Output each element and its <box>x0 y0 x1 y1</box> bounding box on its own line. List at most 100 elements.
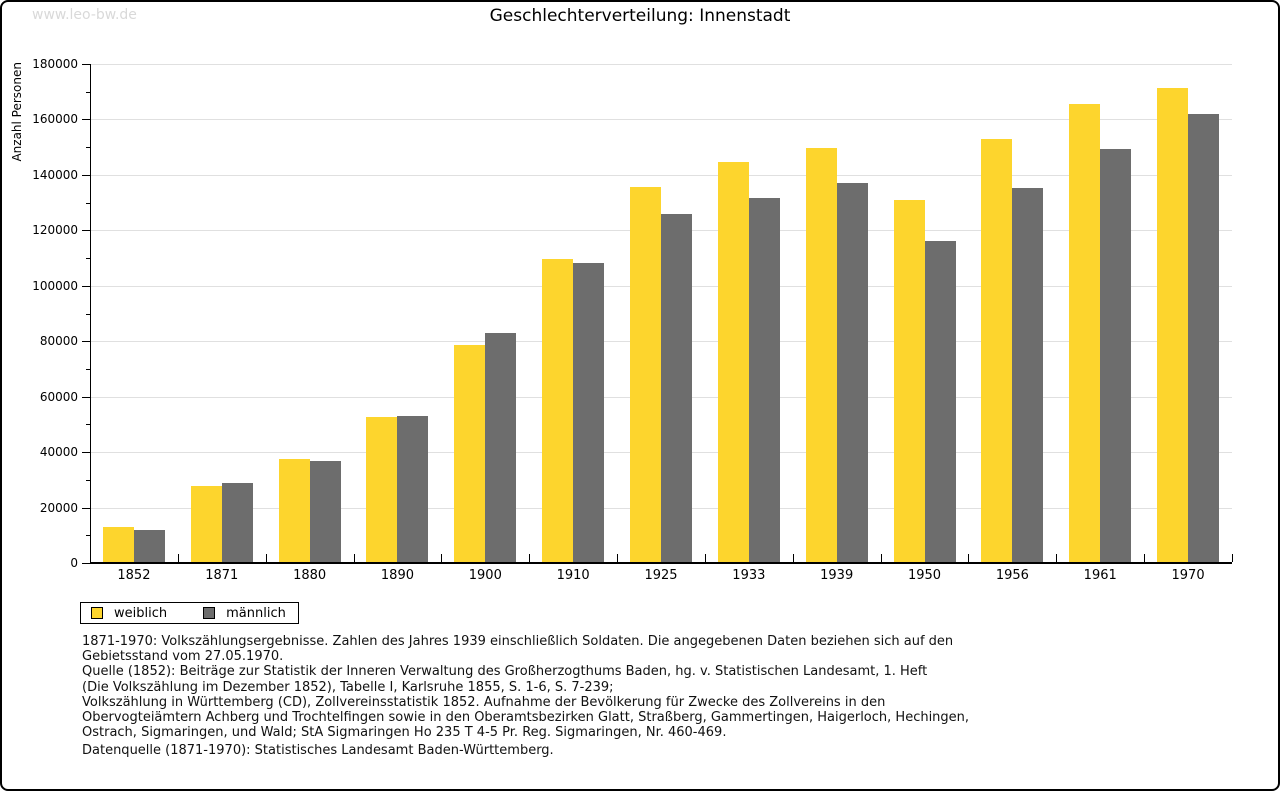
y-tick-label: 160000 <box>32 112 78 127</box>
x-axis-tick <box>1144 554 1146 562</box>
x-tick-label: 1939 <box>820 568 854 583</box>
legend-label-weiblich: weiblich <box>114 605 168 621</box>
y-gridline <box>90 64 1232 65</box>
bar-maennlich-1950 <box>924 241 956 563</box>
y-axis-tick <box>86 202 90 204</box>
x-tick-label: 1871 <box>205 568 239 583</box>
x-axis-tick <box>353 554 355 562</box>
y-tick-label: 140000 <box>32 167 78 182</box>
y-axis-tick <box>86 535 90 537</box>
bar-weiblich-1933 <box>717 162 749 563</box>
bar-weiblich-1880 <box>278 459 310 563</box>
x-axis-tick <box>441 554 443 562</box>
bar-maennlich-1910 <box>573 263 605 563</box>
y-tick-label: 20000 <box>39 500 78 515</box>
x-axis-line <box>90 562 1232 564</box>
bar-weiblich-1852 <box>102 527 134 563</box>
x-tick-label: 1950 <box>907 568 942 583</box>
x-tick-label: 1925 <box>644 568 678 583</box>
x-axis-tick <box>792 554 794 562</box>
source-note-line: (Die Volkszählung im Dezember 1852), Tab… <box>82 679 614 695</box>
chart-title: Geschlechterverteilung: Innenstadt <box>489 6 791 26</box>
x-axis-tick <box>265 554 267 562</box>
y-axis-tick <box>82 285 90 287</box>
bar-weiblich-1961 <box>1069 103 1101 563</box>
y-axis-tick <box>82 396 90 398</box>
y-axis-tick <box>82 507 90 509</box>
bar-maennlich-1890 <box>397 415 429 563</box>
bar-maennlich-1925 <box>661 213 692 563</box>
y-tick-label: 40000 <box>39 445 78 460</box>
y-axis-line <box>90 64 91 563</box>
y-axis-tick <box>86 147 90 149</box>
x-tick-label: 1933 <box>732 568 766 583</box>
weiblich-swatch-icon <box>91 607 103 619</box>
bar-chart-plot-area: 1852 1871 1880 1890 1900 1910 1925 1933 1939 1950… <box>2 2 1278 602</box>
x-axis-tick <box>529 554 531 562</box>
bar-weiblich-1871 <box>190 485 222 563</box>
x-axis-tick <box>617 554 619 562</box>
x-tick-label: 1852 <box>117 568 151 583</box>
bar-weiblich-1939 <box>805 148 837 563</box>
bar-maennlich-1852 <box>133 530 165 563</box>
source-note-line: Gebietsstand vom 27.05.1970. <box>82 649 284 665</box>
bar-maennlich-1871 <box>221 482 253 563</box>
source-note-line: Obervogteiämtern Achberg und Trochtelfin… <box>82 710 970 726</box>
x-tick-label: 1900 <box>468 568 502 583</box>
bar-maennlich-1961 <box>1100 149 1132 563</box>
y-axis-tick <box>82 119 90 121</box>
y-tick-label: 120000 <box>32 223 78 238</box>
source-notes: 1871-1970: Volkszählungsergebnisse. Zahl… <box>82 634 1238 740</box>
y-axis-tick <box>82 64 90 65</box>
y-axis-tick <box>86 258 90 260</box>
source-note-line: Ostrach, Sigmaringen, und Wald; StA Sigm… <box>82 725 727 741</box>
y-tick-label: 80000 <box>39 334 78 349</box>
bar-weiblich-1900 <box>454 345 486 563</box>
y-axis-tick <box>86 479 90 481</box>
x-axis-tick <box>90 554 91 562</box>
bar-weiblich-1890 <box>366 417 398 563</box>
x-axis-tick <box>968 554 970 562</box>
legend-label-maennlich: männlich <box>226 605 286 621</box>
x-tick-label: 1910 <box>556 568 590 583</box>
bar-maennlich-1880 <box>309 460 341 563</box>
x-axis-tick <box>704 554 706 562</box>
x-axis-tick <box>1056 554 1058 562</box>
watermark: www.leo-bw.de <box>32 7 137 23</box>
y-tick-label: 60000 <box>39 389 78 404</box>
y-axis-tick <box>82 174 90 176</box>
y-axis-tick <box>86 313 90 315</box>
source-note-line: Volkszählung in Württemberg (CD), Zollve… <box>82 694 886 710</box>
y-axis-tick <box>86 368 90 370</box>
bar-weiblich-1925 <box>630 186 661 563</box>
bar-maennlich-1900 <box>485 332 517 563</box>
y-axis-tick <box>82 452 90 454</box>
y-axis-tick <box>82 563 90 564</box>
y-tick-label: 180000 <box>32 57 78 71</box>
y-tick-label: 0 <box>70 556 78 570</box>
source-note-line: Quelle (1852): Beiträge zur Statistik de… <box>82 664 928 680</box>
y-axis-tick <box>82 230 90 232</box>
bar-weiblich-1910 <box>542 259 574 563</box>
data-source-line: Datenquelle (1871-1970): Statistisches L… <box>82 743 554 758</box>
y-axis-tick <box>82 341 90 343</box>
y-gridline <box>90 119 1232 121</box>
bar-weiblich-1950 <box>893 200 925 563</box>
y-gridline <box>90 174 1232 176</box>
y-axis-tick <box>86 91 90 93</box>
legend-item-maennlich: männlich <box>203 606 286 621</box>
x-tick-label: 1880 <box>293 568 327 583</box>
maennlich-swatch-icon <box>203 607 216 619</box>
x-axis-tick <box>1232 554 1233 562</box>
bar-weiblich-1956 <box>981 138 1013 563</box>
x-tick-label: 1890 <box>380 568 414 583</box>
bar-maennlich-1956 <box>1012 187 1044 563</box>
chart-legend: weiblich männlich <box>80 602 299 624</box>
bar-maennlich-1970 <box>1188 114 1220 563</box>
y-axis-tick <box>86 424 90 426</box>
x-axis-tick <box>880 554 882 562</box>
source-note-line: 1871-1970: Volkszählungsergebnisse. Zahl… <box>82 634 954 649</box>
bar-maennlich-1933 <box>748 198 780 563</box>
x-tick-label: 1961 <box>1083 568 1117 583</box>
